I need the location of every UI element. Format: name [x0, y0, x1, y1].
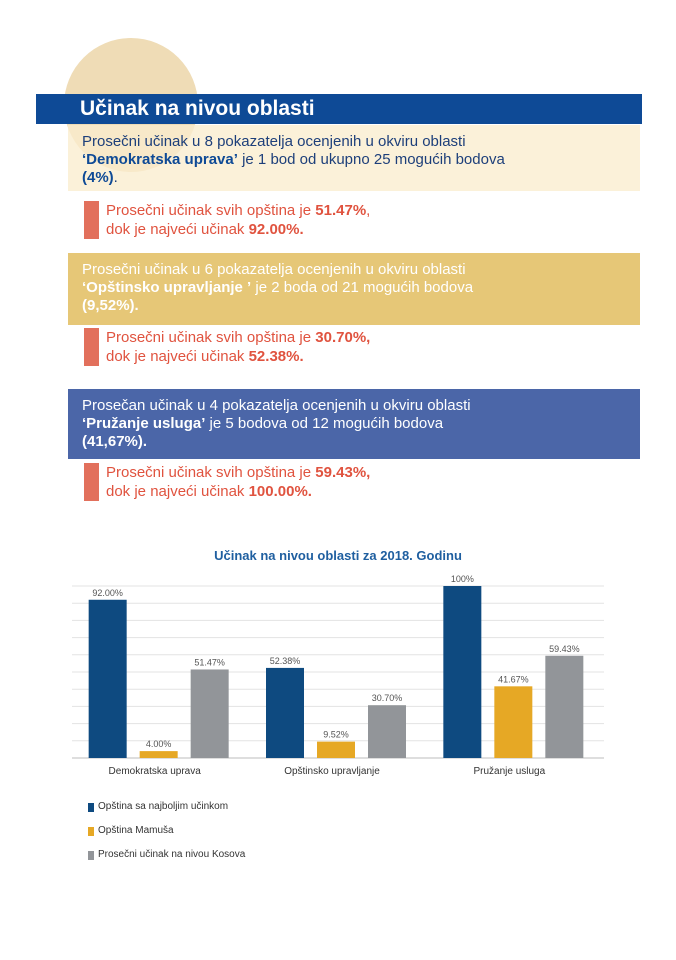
category-label: Opštinsko upravljanje — [284, 766, 380, 777]
legend-label: Opština Mamuša — [98, 825, 174, 836]
stat-max-text: dok je najveći učinak — [106, 348, 249, 365]
stat-max-value: 52.38%. — [248, 348, 304, 365]
summary-intro: Prosečni učinak u 8 pokazatelja ocenjeni… — [82, 133, 466, 150]
summary-points: je 1 bod od ukupno 25 mogućih bodova — [237, 151, 505, 168]
stat-avg-value: 30.70%, — [315, 329, 371, 346]
stat-avg-value: 51.47% — [315, 202, 367, 219]
stat-max-value: 100.00%. — [248, 483, 312, 500]
legend-label: Prosečni učinak na nivou Kosova — [98, 849, 246, 860]
header-banner — [36, 94, 642, 124]
bar — [545, 655, 584, 758]
summary-percent: (4%) — [82, 169, 114, 186]
stat-max-value: 92.00%. — [248, 221, 304, 238]
data-label: 92.00% — [92, 588, 123, 598]
page-title: Učinak na nivou oblasti — [80, 97, 315, 120]
summary-percent: (41,67%). — [82, 433, 148, 450]
section-service-delivery-summary: Prosečan učinak u 4 pokazatelja ocenjeni… — [68, 389, 640, 459]
stat-avg-text: Prosečni učinak svih opština je — [106, 464, 316, 481]
area-name: ‘Demokratska uprava’ — [82, 151, 238, 168]
chart-title: Učinak na nivou oblasti za 2018. Godinu — [214, 548, 462, 563]
section-municipal-management-summary: Prosečni učinak u 6 pokazatelja ocenjeni… — [68, 253, 640, 325]
bar — [88, 599, 127, 758]
legend-swatch — [88, 851, 94, 860]
area-name: ‘Opštinsko upravljanje ’ — [82, 279, 252, 296]
data-label: 4.00% — [146, 739, 172, 749]
summary-percent: (9,52%). — [82, 297, 139, 314]
bar — [190, 669, 229, 758]
summary-intro: Prosečan učinak u 4 pokazatelja ocenjeni… — [82, 397, 471, 414]
stat-accent-bar — [84, 201, 99, 239]
stat-max-text: dok je najveći učinak — [106, 483, 249, 500]
summary-points: je 5 bodova od 12 mogućih bodova — [205, 415, 444, 432]
summary-intro: Prosečni učinak u 6 pokazatelja ocenjeni… — [82, 261, 466, 278]
data-label: 59.43% — [549, 644, 580, 654]
legend-label: Opština sa najboljim učinkom — [98, 801, 229, 812]
legend-swatch — [88, 827, 94, 836]
stat-accent-bar — [84, 463, 99, 501]
section-democratic-governance-summary: Prosečni učinak u 8 pokazatelja ocenjeni… — [68, 125, 640, 191]
data-label: 9.52% — [323, 730, 349, 740]
category-label: Demokratska uprava — [109, 766, 202, 777]
bar — [494, 686, 533, 758]
stat-avg-value: 59.43%, — [315, 464, 371, 481]
data-label: 52.38% — [270, 656, 301, 666]
summary-punct: . — [113, 169, 118, 186]
data-label: 51.47% — [194, 657, 225, 667]
bar-chart: 92.00% 4.00% 51.47% Demokratska uprava 52.38… — [72, 574, 604, 777]
data-label: 100% — [451, 574, 474, 584]
stat-accent-bar — [84, 328, 99, 366]
stat-avg-text: Prosečni učinak svih opština je — [106, 202, 316, 219]
legend-swatch — [88, 803, 94, 812]
bar — [266, 667, 304, 758]
data-label: 41.67% — [498, 674, 529, 684]
bar — [368, 705, 406, 758]
summary-points: je 2 boda od 21 mogućih bodova — [251, 279, 474, 296]
stat-punct: , — [366, 202, 371, 219]
bar — [139, 751, 178, 758]
data-label: 30.70% — [372, 693, 403, 703]
stat-avg-text: Prosečni učinak svih opština je — [106, 329, 316, 346]
area-name: ‘Pružanje usluga’ — [82, 415, 206, 432]
category-label: Pružanje usluga — [473, 766, 545, 777]
stat-max-text: dok je najveći učinak — [106, 221, 249, 238]
bar — [317, 741, 355, 758]
bar — [443, 586, 482, 758]
